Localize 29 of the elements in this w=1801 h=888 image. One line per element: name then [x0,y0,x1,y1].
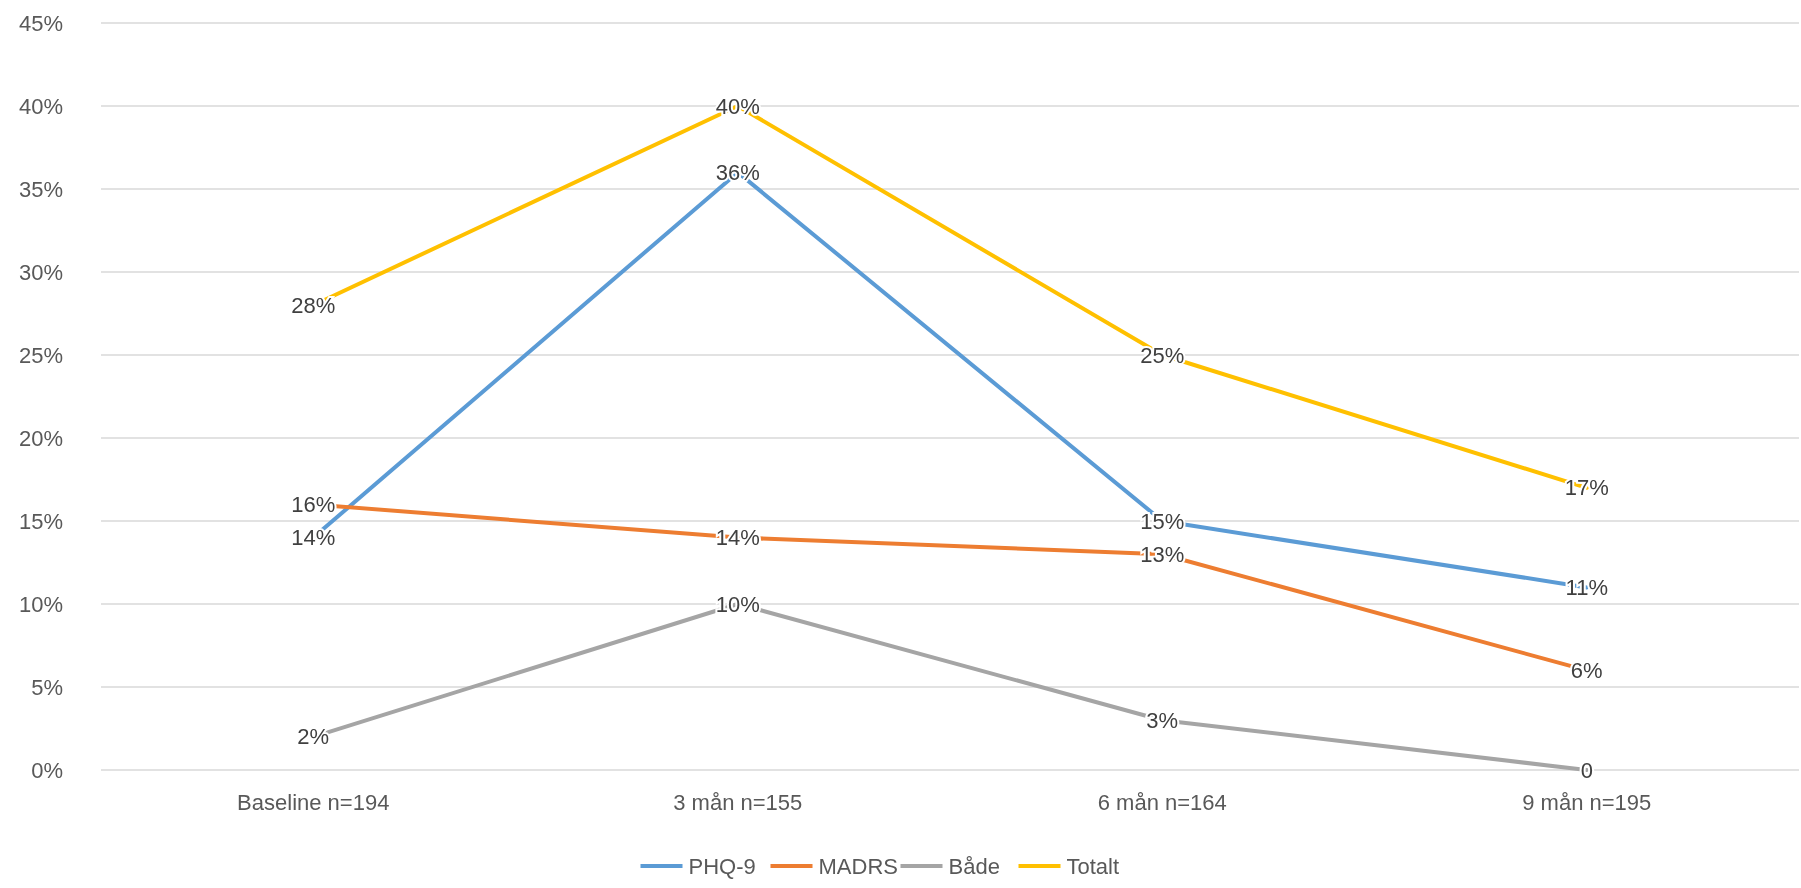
data-label: 11% [1565,574,1608,600]
data-label: 3% [1146,707,1179,733]
y-tick-label: 30% [18,259,63,285]
data-label: 2% [297,724,330,750]
data-label: 36% [715,159,760,185]
data-label: 17% [1564,475,1609,501]
x-tick-label: 6 mån n=164 [1097,790,1227,815]
y-tick-label: 35% [18,176,63,202]
x-tick-label: Baseline n=194 [237,790,390,815]
x-tick-label: 3 mån n=155 [673,790,803,815]
data-label: 10% [715,591,760,617]
y-tick-label: 0% [31,757,63,783]
data-label: 16% [291,491,336,517]
y-tick-label: 15% [18,508,63,534]
data-label: 14% [291,525,336,551]
y-tick-label: 40% [18,93,63,119]
y-tick-label: 45% [18,10,63,36]
y-tick-label: 5% [31,674,63,700]
y-tick-label: 25% [18,342,63,368]
legend-label: Både [948,853,1000,879]
x-tick-label: 9 mån n=195 [1522,790,1652,815]
y-tick-label: 10% [18,591,63,617]
legend-label: MADRS [818,853,898,879]
data-label: 0 [1580,757,1593,783]
legend-label: PHQ-9 [688,853,756,879]
legend-label: Totalt [1066,853,1120,879]
data-label: 28% [291,292,336,318]
data-label: 6% [1570,657,1603,683]
y-tick-label: 20% [18,425,63,451]
